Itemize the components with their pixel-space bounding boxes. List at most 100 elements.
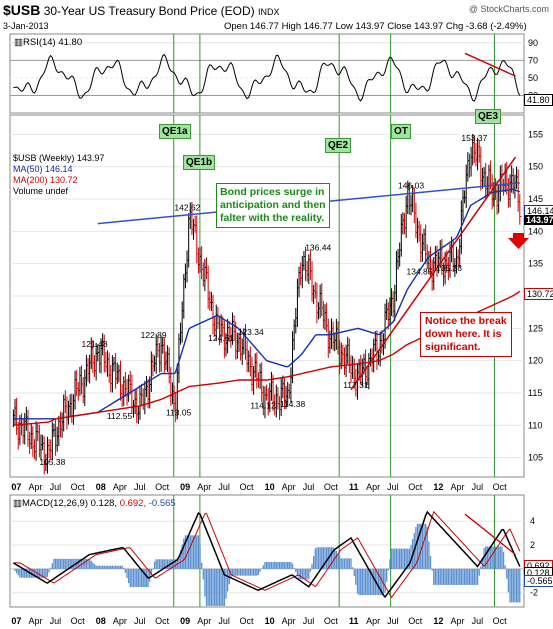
legend-ma200: MA(200) 130.72 bbox=[13, 175, 78, 185]
x-axis-label: 10 bbox=[265, 482, 275, 492]
peak-label: 134.85 bbox=[406, 267, 432, 277]
peak-label: 114.12 bbox=[250, 401, 276, 411]
price-tick-label: 140 bbox=[528, 226, 543, 236]
x-axis-label: 08 bbox=[96, 616, 106, 626]
x-axis-label: Oct bbox=[239, 482, 254, 492]
peak-labels: 105.38 121.48 112.55 122.89 113.05 142.62 124.… bbox=[39, 133, 487, 467]
x-axis-label: Oct bbox=[71, 616, 86, 626]
macd-series bbox=[13, 510, 521, 606]
x-axis-label: Oct bbox=[324, 616, 339, 626]
price-legend: $USB (Weekly) 143.97 MA(50) 146.14 MA(20… bbox=[13, 153, 104, 197]
price-bars bbox=[12, 134, 522, 475]
x-axis-label: Apr bbox=[113, 482, 127, 492]
x-axis-label: 12 bbox=[433, 616, 443, 626]
rsi-tick-label: 70 bbox=[528, 55, 538, 65]
qe-label: QE3 bbox=[475, 109, 502, 124]
peak-label: 123.34 bbox=[238, 327, 264, 337]
peak-label: 136.44 bbox=[305, 242, 331, 252]
red-support-trendline bbox=[350, 156, 517, 391]
x-axis-label: Apr bbox=[28, 482, 42, 492]
peak-label: 146.03 bbox=[398, 180, 424, 190]
macd-tick-label: 4 bbox=[530, 516, 535, 526]
macd-panel bbox=[9, 494, 525, 608]
price-tick-label: 115 bbox=[528, 388, 542, 398]
macd-label: MACD(12,26,9) bbox=[21, 498, 88, 509]
x-axis-label: Jul bbox=[387, 616, 399, 626]
macd-signal-value: 0.692, bbox=[119, 498, 147, 509]
qe-label: QE1a bbox=[159, 124, 191, 139]
x-axis-label: Apr bbox=[197, 616, 211, 626]
axis-labels: 1051101151201251301351401451501559070503… bbox=[11, 38, 543, 626]
price-tick-label: 150 bbox=[528, 162, 543, 172]
x-axis-label: Jul bbox=[134, 482, 146, 492]
peak-label: 121.48 bbox=[82, 339, 108, 349]
x-axis-label: 07 bbox=[11, 616, 21, 626]
macd-signal-line bbox=[13, 510, 521, 599]
x-axis-label: Oct bbox=[493, 616, 508, 626]
red-annotation-line: down here. It is bbox=[425, 328, 502, 340]
qe-label: QE2 bbox=[325, 138, 352, 153]
x-axis-label: Jul bbox=[472, 482, 484, 492]
rsi-label: RSI(14) 41.80 bbox=[22, 37, 83, 48]
title-label: 30-Year US Treasury Bond Price (EOD) bbox=[43, 4, 255, 18]
peak-label: 112.55 bbox=[107, 411, 133, 421]
rsi-tick-label: 50 bbox=[528, 73, 538, 83]
green-annotation-line: falter with the reality. bbox=[220, 212, 325, 224]
price-tick-label: 145 bbox=[528, 194, 543, 204]
x-axis-label: Oct bbox=[155, 616, 170, 626]
x-axis-label: Jul bbox=[303, 482, 315, 492]
macd-tick-label: -2 bbox=[530, 588, 538, 598]
rsi-series bbox=[13, 52, 521, 102]
macd-tick-label: 2 bbox=[530, 540, 535, 550]
x-axis-label: Apr bbox=[450, 482, 464, 492]
x-axis-label: Jul bbox=[134, 616, 146, 626]
price-tick-label: 105 bbox=[528, 453, 543, 463]
green-annotation-line: Bond prices surge in bbox=[220, 186, 325, 198]
rsi-tick-label: 90 bbox=[528, 38, 538, 48]
x-axis-label: Apr bbox=[366, 482, 380, 492]
x-axis-label: Oct bbox=[155, 482, 170, 492]
x-axis-label: 12 bbox=[433, 482, 443, 492]
symbol-label: $USB bbox=[3, 2, 41, 18]
macd-legend: ▥MACD(12,26,9) 0.128, 0.692, -0.565 bbox=[13, 498, 176, 509]
x-axis-label: 11 bbox=[349, 616, 359, 626]
x-axis-label: 11 bbox=[349, 482, 359, 492]
rsi-trendline bbox=[464, 52, 516, 77]
rsi-panel bbox=[9, 33, 525, 114]
peak-label: 113.05 bbox=[166, 408, 192, 418]
x-axis-label: Jul bbox=[472, 616, 484, 626]
x-axis-label: Jul bbox=[218, 482, 230, 492]
x-axis-label: 10 bbox=[265, 616, 275, 626]
peak-label: 105.38 bbox=[39, 457, 65, 467]
x-axis-label: Oct bbox=[324, 482, 339, 492]
price-tick-label: 120 bbox=[528, 356, 543, 366]
rsi-legend: ▥RSI(14) 41.80 bbox=[14, 37, 83, 48]
x-axis-label: Oct bbox=[71, 482, 86, 492]
exchange-label: INDX bbox=[258, 7, 280, 17]
macd-hist-tag: -0.565 bbox=[524, 575, 553, 587]
peak-label: 117.31 bbox=[343, 380, 369, 390]
qe-vertical-lines bbox=[173, 34, 495, 607]
ma200-tag: 130.72 bbox=[524, 288, 553, 300]
price-tick-label: 155 bbox=[528, 129, 543, 139]
down-arrow-icon bbox=[508, 233, 529, 249]
credit-label: @ StockCharts.com bbox=[468, 4, 549, 14]
red-annotation-line: Notice the break bbox=[425, 315, 507, 327]
x-axis-label: Jul bbox=[387, 482, 399, 492]
qe-label: QE1b bbox=[183, 155, 216, 170]
macd-hist-value: -0.565 bbox=[148, 498, 176, 509]
qe-label: OT bbox=[391, 124, 411, 139]
peak-label: 153.37 bbox=[461, 133, 487, 143]
green-annotation: Bond prices surge in anticipation and th… bbox=[216, 183, 330, 228]
x-axis-label: Oct bbox=[408, 616, 423, 626]
x-axis-label: Apr bbox=[282, 482, 296, 492]
x-axis-label: Apr bbox=[113, 616, 127, 626]
x-axis-label: 07 bbox=[11, 482, 21, 492]
x-axis-label: Jul bbox=[50, 482, 62, 492]
price-tick-label: 110 bbox=[528, 420, 542, 430]
legend-price: $USB (Weekly) 143.97 bbox=[13, 153, 105, 163]
x-axis-label: Apr bbox=[366, 616, 380, 626]
red-annotation: Notice the break down here. It is signif… bbox=[420, 312, 512, 357]
price-tick-label: 125 bbox=[528, 323, 543, 333]
x-axis-label: Oct bbox=[239, 616, 254, 626]
